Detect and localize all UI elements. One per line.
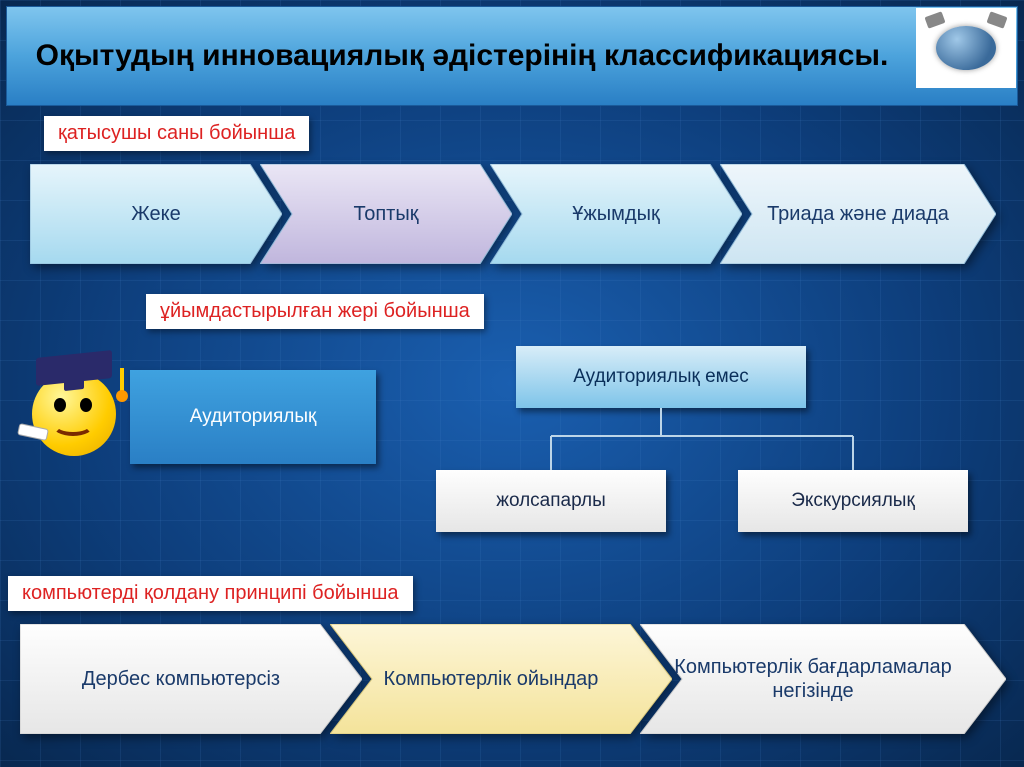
chevron-label: Ұжымдық	[572, 203, 659, 226]
section-label-computer: компьютерді қолдану принципі бойынша	[8, 576, 413, 611]
title-bar: Оқытудың инновациялық әдістерінің класси…	[6, 6, 1018, 106]
chevron-label: Дербес компьютерсіз	[82, 667, 280, 691]
chevron-label: Триада және диада	[767, 203, 949, 226]
chevron-label: Топтық	[354, 203, 419, 226]
chevron-label: Жеке	[131, 203, 180, 226]
box-label: Экскурсиялық	[791, 490, 915, 513]
box-child: жолсапарлы	[436, 470, 666, 532]
chevron-item: Компьютерлік ойындар	[330, 624, 672, 734]
box-label: Аудиториялық	[190, 406, 317, 429]
chevron-item: Ұжымдық	[490, 164, 742, 264]
chevron-row-participants: Жеке Топтық Ұжымдық Триада және диада	[30, 164, 996, 264]
graduate-smiley-icon	[26, 354, 122, 450]
box-non-auditory: Аудиториялық емес	[516, 346, 806, 408]
section-label-participants: қатысушы саны бойынша	[44, 116, 309, 151]
chevron-row-computer: Дербес компьютерсіз Компьютерлік ойындар…	[20, 624, 1006, 734]
box-label: Аудиториялық емес	[573, 366, 749, 389]
chevron-item: Дербес компьютерсіз	[20, 624, 362, 734]
page-title: Оқытудың инновациялық әдістерінің класси…	[36, 37, 889, 75]
chevron-label: Компьютерлік бағдарламалар негізінде	[650, 655, 976, 703]
tree-connector-lines	[436, 408, 968, 470]
section-label-location: ұйымдастырылған жері бойынша	[146, 294, 484, 329]
box-auditory: Аудиториялық	[130, 370, 376, 464]
globe-network-icon	[916, 8, 1016, 88]
chevron-item: Жеке	[30, 164, 282, 264]
box-child: Экскурсиялық	[738, 470, 968, 532]
chevron-item: Триада және диада	[720, 164, 996, 264]
box-label: жолсапарлы	[496, 490, 606, 513]
chevron-item: Компьютерлік бағдарламалар негізінде	[640, 624, 1006, 734]
chevron-item: Топтық	[260, 164, 512, 264]
chevron-label: Компьютерлік ойындар	[384, 667, 599, 691]
